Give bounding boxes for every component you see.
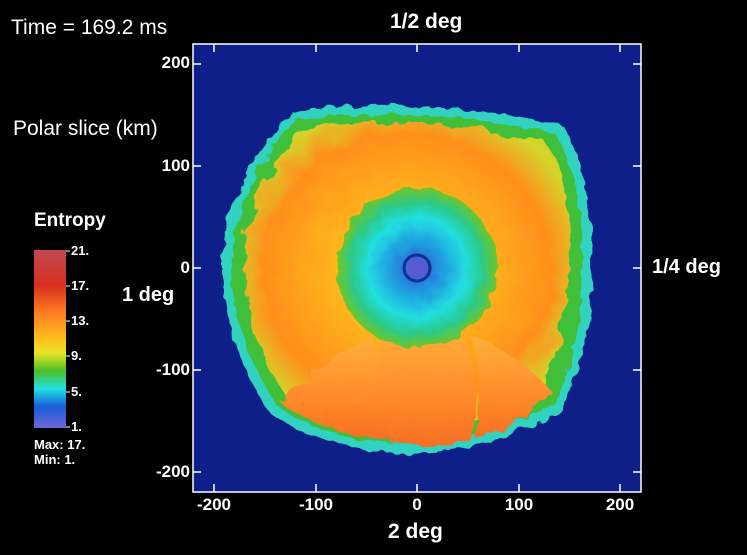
colorbar-min: Min: 1. xyxy=(34,452,76,467)
colorbar xyxy=(34,250,66,428)
x-tick-label: 100 xyxy=(504,495,534,514)
lobe-middle xyxy=(380,325,477,447)
view-label-top: 1/2 deg xyxy=(390,10,463,33)
colorbar-ticks xyxy=(66,250,70,428)
x-tick-label: -100 xyxy=(298,495,334,514)
colorbar-label: 17. xyxy=(71,278,90,293)
axis-ticks xyxy=(193,44,641,492)
core xyxy=(407,258,427,278)
colorbar-label: 9. xyxy=(71,348,82,363)
colorbar-label: 21. xyxy=(71,243,90,258)
colorbar-max: Max: 17. xyxy=(34,437,86,452)
view-label-left: 1 deg xyxy=(122,284,175,306)
y-tick-label: 200 xyxy=(161,53,190,72)
y-tick-label: -200 xyxy=(155,462,190,481)
view-label-bottom: 2 deg xyxy=(388,520,443,543)
x-tick-label: 0 xyxy=(412,495,422,514)
colorbar-title: Entropy xyxy=(34,210,106,231)
lobe-left xyxy=(282,336,390,440)
colorbar-label: 5. xyxy=(71,384,82,399)
time-label: Time = 169.2 ms xyxy=(11,16,168,39)
core-ring xyxy=(402,253,432,283)
y-tick-label: -100 xyxy=(155,360,190,379)
x-tick-label: -200 xyxy=(196,495,232,514)
x-tick-label: 200 xyxy=(605,495,635,514)
y-tick-label: 100 xyxy=(161,156,190,175)
colorbar-label: 13. xyxy=(71,313,90,328)
colorbar-label: 1. xyxy=(71,419,82,434)
view-label-right: 1/4 deg xyxy=(652,256,721,278)
y-tick-label: 0 xyxy=(180,258,190,277)
slice-label: Polar slice (km) xyxy=(13,117,158,140)
lobe-right xyxy=(470,336,552,438)
